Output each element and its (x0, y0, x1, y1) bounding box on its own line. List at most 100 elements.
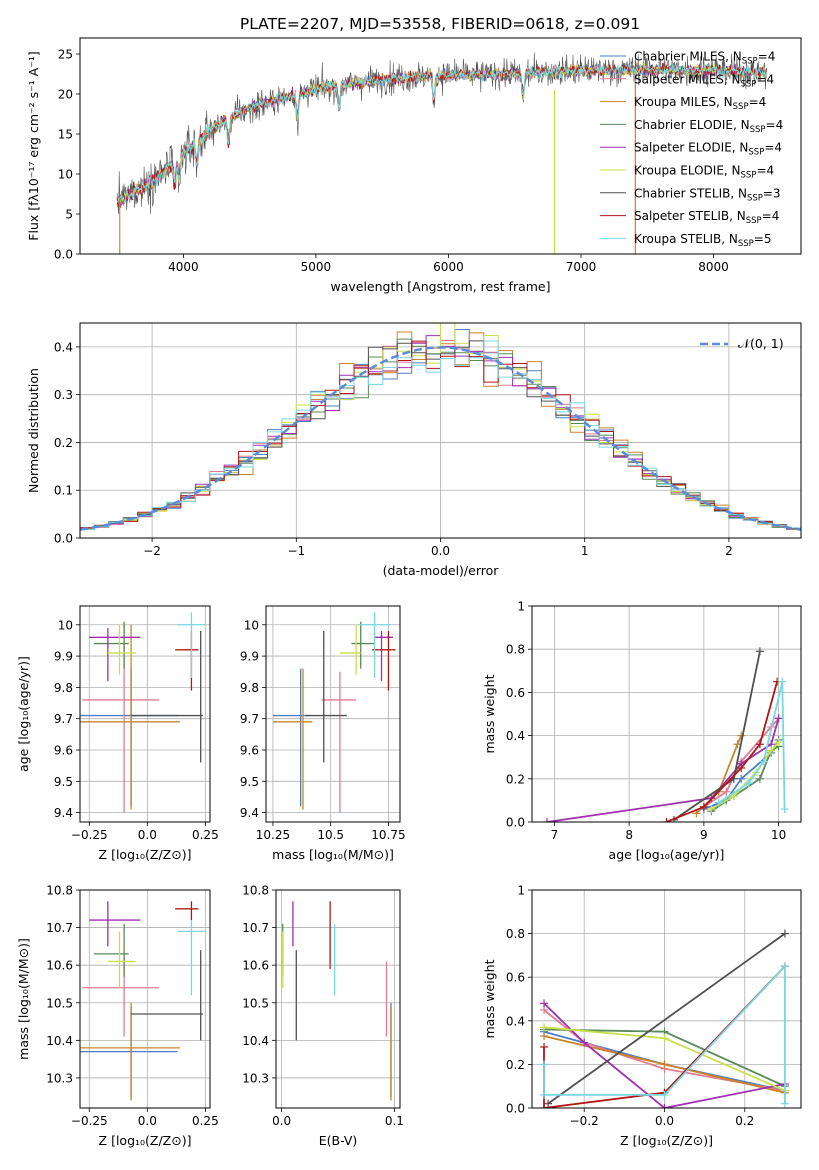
x-tick-label: −0.25 (71, 828, 108, 842)
y-tick-label: 0.0 (54, 248, 73, 262)
y-tick-label: 10.7 (46, 921, 73, 935)
y-tick-label: 9.4 (54, 806, 73, 820)
y-tick-label: 9.5 (54, 775, 73, 789)
mass-weight-vs-age-panel: 7 8 9 10 0.0 0.2 0.4 0.6 0.8 1 age [log₁₀(age/yr)]… (482, 600, 802, 862)
axes-frame (531, 605, 802, 823)
axes-frame (531, 889, 802, 1109)
plot-area (542, 647, 789, 822)
normal-reference-curve (80, 346, 801, 531)
y-tick-label: 10.8 (46, 884, 73, 898)
x-tick-label: 5000 (301, 260, 332, 274)
plot-area (540, 929, 789, 1108)
y-tick-label: 1 (517, 600, 525, 614)
y-tick-label: 10 (58, 168, 73, 182)
y-tick-label: 10 (58, 618, 73, 632)
spectrum-line (116, 62, 767, 203)
y-tick-label: 10.3 (46, 1071, 73, 1085)
plot-area (80, 323, 801, 531)
x-tick-label: −0.2 (570, 1114, 599, 1128)
mass-weight-line (543, 1002, 786, 1108)
y-axis-label: mass weight (482, 959, 497, 1038)
x-tick-label: 0.0 (655, 1114, 674, 1128)
plot-area (282, 901, 392, 1101)
x-axis-label: Z [log₁₀(Z/Z⊙)] (99, 847, 192, 862)
x-tick-label: 2 (725, 544, 733, 558)
y-tick-label: 0.8 (506, 927, 525, 941)
y-tick-label: 9.8 (240, 681, 259, 695)
y-tick-label: 0.3 (54, 388, 73, 402)
figure-title: PLATE=2207, MJD=53558, FIBERID=0618, z=0… (240, 15, 640, 33)
y-tick-label: 15 (58, 128, 73, 142)
x-axis-label: age [log₁₀(age/yr)] (609, 847, 725, 862)
mass-weight-line (547, 932, 786, 1105)
y-tick-label: 10.5 (46, 996, 73, 1010)
y-tick-label: 10.7 (242, 921, 269, 935)
x-tick-label: 10.75 (371, 828, 405, 842)
x-tick-label: 1 (581, 544, 589, 558)
y-tick-label: 0.1 (54, 484, 73, 498)
y-tick-label: 9.7 (240, 712, 259, 726)
legend-label: Chabrier STELIB, NSSP=3 (634, 186, 781, 203)
x-tick-label: 4000 (168, 260, 199, 274)
y-tick-label: 0.6 (506, 971, 525, 985)
x-tick-label: −0.25 (71, 1114, 108, 1128)
legend-label: Salpeter MILES, NSSP=4 (634, 72, 774, 89)
y-tick-label: 0.4 (54, 340, 73, 354)
x-axis-label: E(B-V) (319, 1133, 358, 1148)
y-tick-label: 0.4 (506, 1014, 525, 1028)
plot-area (80, 901, 206, 1101)
x-tick-label: 8000 (698, 260, 729, 274)
x-tick-label: 0.25 (192, 1114, 219, 1128)
legend-label: Kroupa STELIB, NSSP=5 (634, 232, 772, 249)
x-tick-label: 8 (625, 828, 633, 842)
histogram-step (80, 323, 801, 530)
legend-label: 𝒩(0, 1) (738, 336, 784, 351)
residual-histogram-panel: −2 −1 0.0 1 2 0.0 0.1 0.2 0.3 0.4 (data-model)/err… (26, 322, 802, 578)
y-tick-label: 5 (65, 208, 73, 222)
axes-frame (79, 889, 211, 1109)
y-axis-label: age [log₁₀(age/yr)] (16, 656, 31, 772)
age-vs-metallicity-panel: −0.25 0.0 0.25 9.4 9.5 9.6 9.7 9.8 9.9 10 Z [log₁₀… (16, 605, 219, 862)
x-tick-label: −1 (287, 544, 305, 558)
legend-label: Salpeter ELODIE, NSSP=4 (634, 141, 782, 158)
x-tick-label: 0.25 (192, 828, 219, 842)
y-axis-label: Flux [fλ10⁻¹⁷ erg cm⁻² s⁻¹ A⁻¹] (26, 51, 41, 240)
y-tick-label: 9.7 (54, 712, 73, 726)
y-axis-label: mass [log₁₀(M/M⊙)] (16, 938, 31, 1060)
x-axis-label: wavelength [Angstrom, rest frame] (330, 279, 550, 294)
axes-frame (79, 605, 211, 823)
x-tick-label: 0.0 (272, 1114, 291, 1128)
axes-frame (275, 889, 401, 1109)
y-tick-label: 25 (58, 48, 73, 62)
y-tick-label: 10.8 (242, 884, 269, 898)
axes-frame (265, 605, 401, 823)
y-tick-label: 0.2 (506, 772, 525, 786)
y-tick-label: 0.6 (506, 686, 525, 700)
x-tick-label: 7000 (566, 260, 597, 274)
y-tick-label: 10.5 (242, 996, 269, 1010)
axes-frame (79, 37, 802, 255)
x-tick-label: 0.2 (735, 1114, 754, 1128)
legend-label: Chabrier MILES, NSSP=4 (634, 50, 775, 67)
plot-area (80, 612, 206, 813)
y-tick-label: 9.9 (54, 650, 73, 664)
x-tick-label: 0.0 (431, 544, 450, 558)
x-tick-label: 0.1 (385, 1114, 404, 1128)
legend-label: Kroupa ELODIE, NSSP=4 (634, 164, 774, 181)
y-tick-label: 10.4 (46, 1034, 73, 1048)
mass-vs-metallicity-panel: −0.25 0.0 0.25 10.3 10.4 10.5 10.6 10.7 10.8 Z [l… (16, 884, 219, 1149)
y-tick-label: 9.5 (240, 775, 259, 789)
plot-area (272, 612, 396, 813)
x-tick-label: −2 (143, 544, 161, 558)
x-tick-label: 0.0 (138, 1114, 157, 1128)
x-tick-label: 6000 (433, 260, 464, 274)
legend-label: Chabrier ELODIE, NSSP=4 (634, 118, 783, 135)
y-tick-label: 0.0 (54, 532, 73, 546)
y-tick-label: 9.4 (240, 806, 259, 820)
mass-weight-vs-metallicity-panel: −0.2 0.0 0.2 0.0 0.2 0.4 0.6 0.8 1 Z [log₁₀(Z/Z⊙)… (482, 884, 802, 1148)
y-tick-label: 9.8 (54, 681, 73, 695)
y-tick-label: 0.4 (506, 729, 525, 743)
x-axis-label: Z [log₁₀(Z/Z⊙)] (99, 1133, 192, 1148)
age-vs-mass-panel: 10.25 10.5 10.75 9.4 9.5 9.6 9.7 9.8 9.9 10 mass [… (240, 605, 406, 862)
